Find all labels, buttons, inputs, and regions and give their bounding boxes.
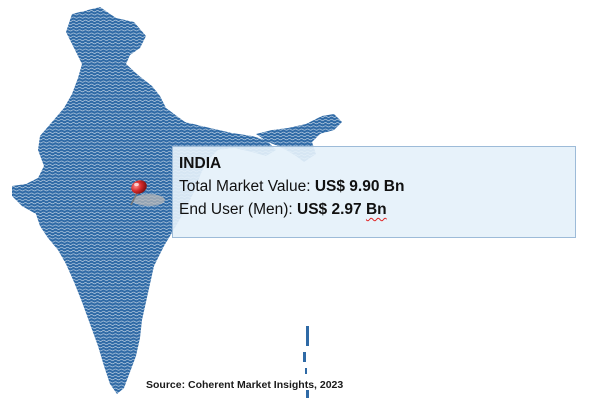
- pin-shadow: [133, 194, 165, 206]
- map-pin-icon: [130, 180, 147, 206]
- total-market-value-label: Total Market Value:: [179, 178, 315, 195]
- end-user-men-value: US$ 2.97: [297, 201, 362, 218]
- total-market-value-row: Total Market Value: US$ 9.90 Bn: [179, 175, 575, 198]
- end-user-men-label: End User (Men):: [179, 201, 298, 218]
- total-market-value-unit: Bn: [383, 178, 405, 195]
- end-user-men-row: End User (Men): US$ 2.97 Bn: [179, 198, 575, 221]
- market-info-callout: INDIA Total Market Value: US$ 9.90 Bn En…: [172, 146, 576, 238]
- end-user-men-unit: Bn: [365, 201, 387, 218]
- total-market-value: US$ 9.90: [314, 178, 380, 195]
- india-northeast: [256, 114, 342, 162]
- region-title: INDIA: [179, 155, 222, 172]
- source-note: Source: Coherent Market Insights, 2023: [146, 379, 344, 391]
- andaman-islands: [303, 326, 309, 398]
